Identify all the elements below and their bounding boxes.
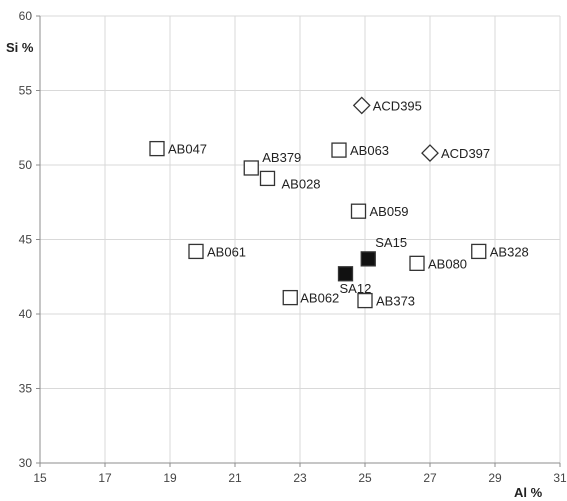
x-axis-title: Al % xyxy=(514,485,543,500)
x-tick-label-2: 19 xyxy=(163,471,177,485)
point-ab080 xyxy=(409,255,425,271)
point-ab063 xyxy=(331,142,347,158)
y-tick-label-5: 55 xyxy=(19,84,33,98)
label-sa15: SA15 xyxy=(375,235,407,250)
point-ab379 xyxy=(243,160,259,176)
y-tick-label-3: 45 xyxy=(19,233,33,247)
label-sa12: SA12 xyxy=(340,281,372,296)
x-tick-label-6: 27 xyxy=(423,471,437,485)
label-acd397: ACD397 xyxy=(441,146,490,161)
label-ab379: AB379 xyxy=(262,150,301,165)
y-tick-label-2: 40 xyxy=(19,307,33,321)
x-tick-label-5: 25 xyxy=(358,471,372,485)
point-sa12 xyxy=(337,266,354,282)
label-ab047: AB047 xyxy=(168,142,207,157)
data-labels: AB047 AB379 AB028 AB063 AB059 AB061 AB062 AB373… xyxy=(168,98,529,308)
point-ab028 xyxy=(259,170,276,187)
label-acd395: ACD395 xyxy=(373,98,422,113)
x-tick-label-8: 31 xyxy=(553,471,567,485)
y-axis-title: Si % xyxy=(6,40,34,55)
grid xyxy=(40,15,561,463)
point-ab061 xyxy=(188,243,204,260)
x-tick-label-3: 21 xyxy=(228,471,242,485)
label-ab028: AB028 xyxy=(282,176,321,191)
point-ab062 xyxy=(282,289,298,306)
point-acd397 xyxy=(421,144,439,162)
y-tick-label-6: 60 xyxy=(19,9,33,23)
axes xyxy=(36,15,561,467)
y-tick-label-0: 30 xyxy=(19,456,33,470)
label-ab059: AB059 xyxy=(370,204,409,219)
point-ab047 xyxy=(149,140,165,157)
point-ab328 xyxy=(471,243,487,260)
point-sa15 xyxy=(360,251,376,267)
tick-labels: 15 17 19 21 23 25 27 29 31 30 35 40 45 50 55 60 xyxy=(19,9,567,485)
point-acd395 xyxy=(352,96,371,115)
y-tick-label-1: 35 xyxy=(19,382,33,396)
x-tick-label-0: 15 xyxy=(33,471,47,485)
data-points xyxy=(149,96,487,309)
x-tick-label-7: 29 xyxy=(488,471,502,485)
label-ab062: AB062 xyxy=(300,291,339,306)
x-tick-label-1: 17 xyxy=(98,471,112,485)
point-ab373 xyxy=(357,292,373,309)
y-tick-label-4: 50 xyxy=(19,158,33,172)
label-ab061: AB061 xyxy=(207,244,246,259)
label-ab328: AB328 xyxy=(490,244,529,259)
x-tick-label-4: 23 xyxy=(293,471,307,485)
point-ab059 xyxy=(350,203,367,219)
label-ab373: AB373 xyxy=(376,294,415,309)
label-ab080: AB080 xyxy=(428,256,467,271)
label-ab063: AB063 xyxy=(350,143,389,158)
